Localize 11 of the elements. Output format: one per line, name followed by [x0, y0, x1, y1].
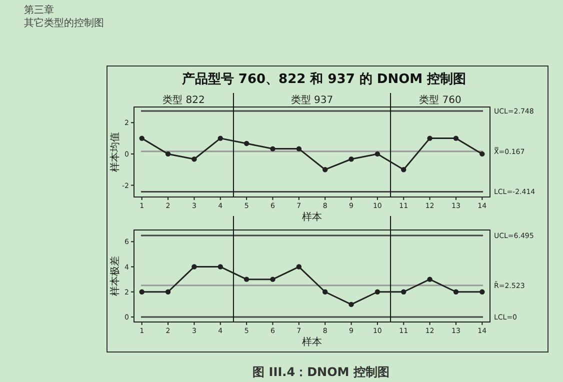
text: 图 III.4：DNOM 控制图: [252, 365, 390, 379]
y-axis-title: 样本均值: [109, 132, 121, 172]
chart-title: 产品型号 760、822 和 937 的 DNOM 控制图: [180, 71, 466, 87]
text: 类型 760: [419, 94, 462, 106]
x-axis-title: 样本: [302, 211, 322, 223]
y-axis-title: 样本极差: [109, 256, 121, 296]
x-axis-title: 样本: [302, 336, 322, 348]
text: 类型 937: [290, 94, 334, 106]
text: 第三章: [24, 4, 54, 16]
text: 类型 822: [162, 94, 205, 106]
text: 其它类型的控制图: [24, 17, 104, 29]
